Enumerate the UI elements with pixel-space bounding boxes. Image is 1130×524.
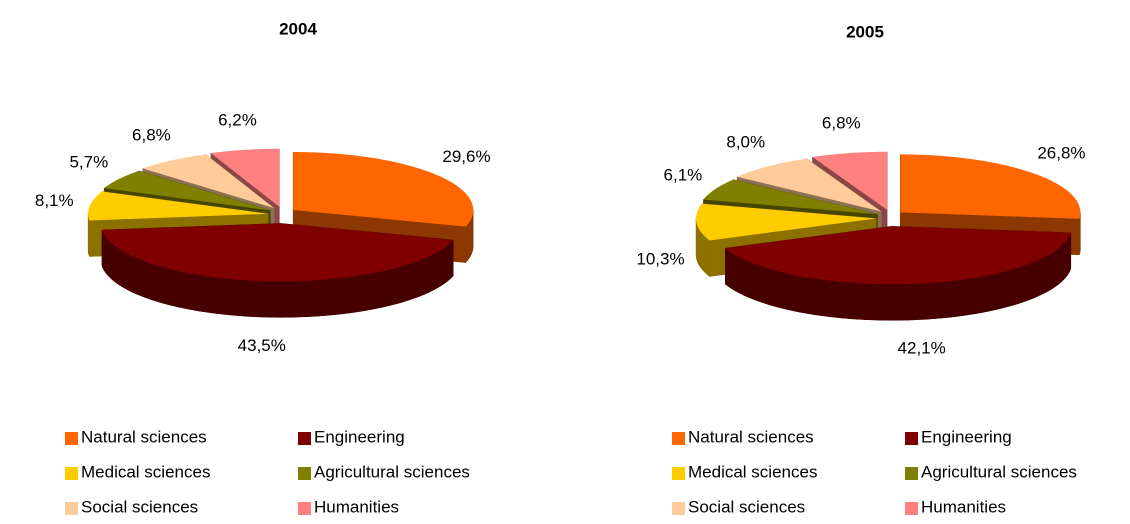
chart-title: 2004 <box>279 19 317 38</box>
data-label: 10,3% <box>636 250 684 269</box>
slice <box>142 154 275 209</box>
legend-swatch <box>672 502 685 515</box>
data-label: 5,7% <box>69 152 108 171</box>
slice <box>696 203 876 241</box>
legend-swatch <box>65 432 78 445</box>
data-label: 6,8% <box>132 125 171 144</box>
legend-label: Medical sciences <box>688 462 817 481</box>
slice <box>293 152 474 227</box>
legend-label: Engineering <box>921 427 1012 446</box>
legend-label: Engineering <box>314 427 405 446</box>
legend-label: Natural sciences <box>81 427 207 446</box>
legend-label: Humanities <box>314 497 399 516</box>
legend-swatch <box>905 432 918 445</box>
data-label: 29,6% <box>442 147 490 166</box>
data-label: 42,1% <box>898 339 946 358</box>
data-label: 8,1% <box>35 191 74 210</box>
chart-title: 2005 <box>846 22 884 41</box>
data-label: 6,2% <box>218 110 257 129</box>
slice <box>210 148 280 207</box>
slice <box>812 151 887 210</box>
legend-label: Humanities <box>921 497 1006 516</box>
legend-label: Medical sciences <box>81 462 210 481</box>
legend-swatch <box>672 432 685 445</box>
pie <box>695 151 1081 321</box>
slice <box>102 223 454 282</box>
legend-label: Agricultural sciences <box>314 462 470 481</box>
slice <box>703 179 878 215</box>
legend-swatch <box>905 467 918 480</box>
data-label: 43,5% <box>238 336 286 355</box>
legend-swatch <box>905 502 918 515</box>
legend-swatch <box>298 467 311 480</box>
legend-label: Social sciences <box>688 497 805 516</box>
slice-wall <box>1079 212 1081 255</box>
legend-swatch <box>65 467 78 480</box>
legend-swatch <box>298 432 311 445</box>
slice <box>725 226 1071 285</box>
data-label: 26,8% <box>1037 143 1085 162</box>
slice <box>900 154 1081 219</box>
legend-swatch <box>65 502 78 515</box>
slice <box>737 158 882 212</box>
data-label: 6,1% <box>664 166 703 185</box>
legend-label: Natural sciences <box>688 427 814 446</box>
data-label: 8,0% <box>726 133 765 152</box>
data-label: 6,8% <box>822 114 861 133</box>
pie <box>87 148 474 318</box>
slice <box>104 170 271 211</box>
legend-label: Agricultural sciences <box>921 462 1077 481</box>
legend-swatch <box>672 467 685 480</box>
slice <box>88 191 269 221</box>
legend-swatch <box>298 502 311 515</box>
slice-wall <box>87 213 90 257</box>
legend-label: Social sciences <box>81 497 198 516</box>
